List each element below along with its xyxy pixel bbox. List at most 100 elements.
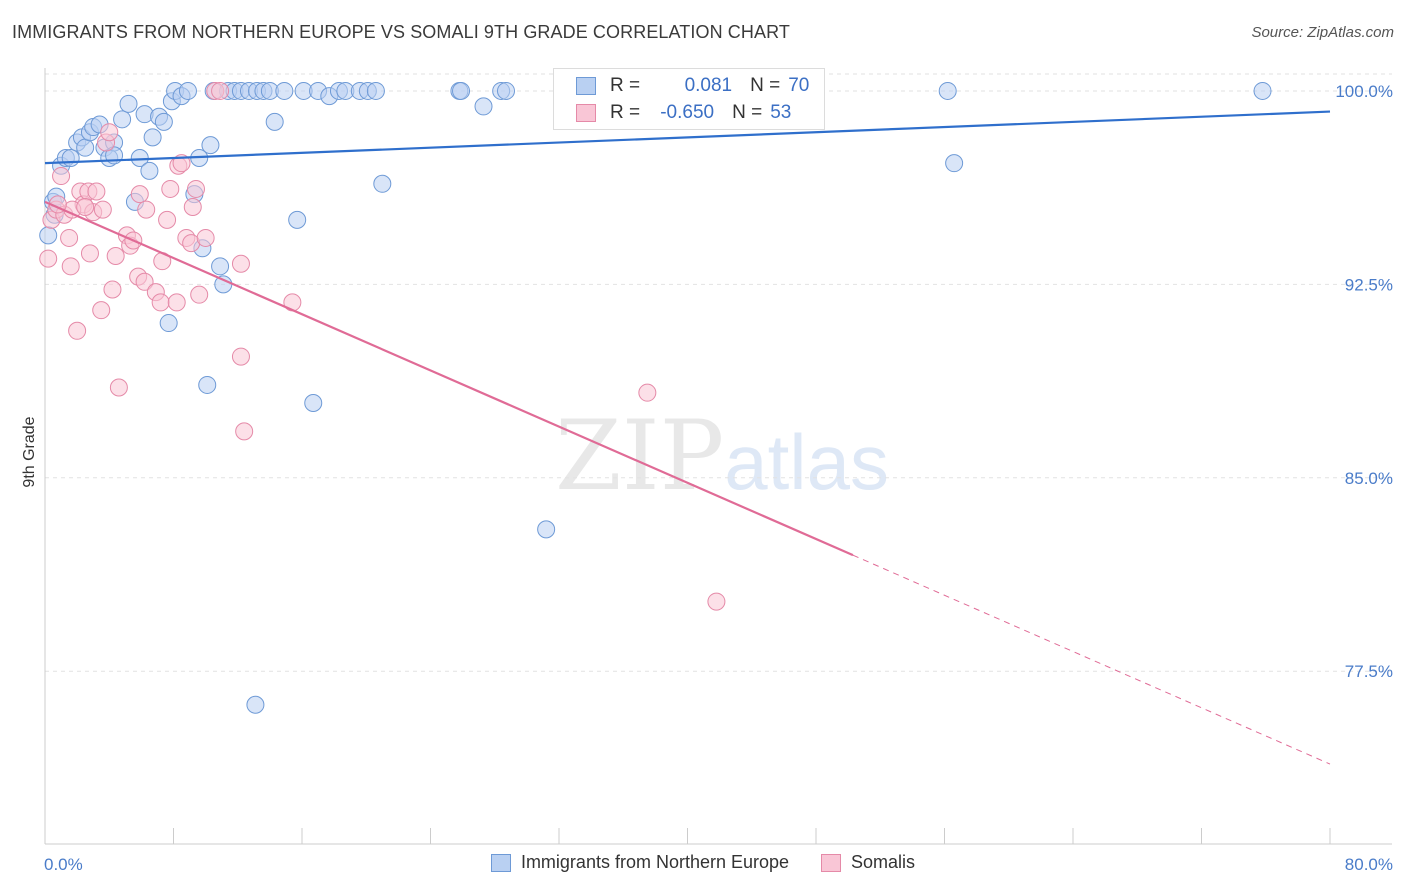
legend-swatch-blue	[490, 853, 511, 872]
point-northern-europe	[366, 81, 385, 100]
point-northern-europe	[201, 136, 220, 155]
point-somalis	[76, 198, 95, 216]
point-northern-europe	[211, 257, 230, 276]
point-northern-europe	[1253, 81, 1272, 100]
point-northern-europe	[537, 520, 556, 539]
data-points	[39, 81, 1272, 714]
legend-r-value: 0.081	[684, 75, 733, 96]
point-somalis	[167, 293, 186, 312]
chart-title: IMMIGRANTS FROM NORTHERN EUROPE VS SOMAL…	[12, 22, 790, 42]
point-northern-europe	[265, 112, 284, 131]
point-somalis	[93, 200, 112, 219]
point-northern-europe	[198, 375, 217, 394]
point-northern-europe	[275, 81, 294, 100]
point-northern-europe	[304, 394, 323, 412]
series-legend: Immigrants from Northern Europe Somalis	[0, 852, 1406, 873]
y-tick-label: 77.5%	[1345, 662, 1393, 681]
point-somalis	[638, 383, 657, 402]
trend-lines	[44, 110, 1331, 765]
point-somalis	[235, 422, 254, 441]
legend-swatch-pink	[821, 853, 842, 872]
point-somalis	[137, 200, 156, 219]
point-somalis	[39, 249, 58, 268]
point-somalis	[92, 301, 111, 320]
point-northern-europe	[288, 210, 307, 229]
point-northern-europe	[113, 110, 132, 129]
point-somalis	[61, 257, 80, 276]
watermark: ZIPatlas	[555, 400, 889, 512]
point-somalis	[87, 182, 106, 201]
point-northern-europe	[119, 94, 138, 113]
legend-n-label: N =	[732, 102, 763, 123]
point-northern-europe	[61, 149, 80, 167]
point-somalis	[161, 179, 180, 198]
point-northern-europe	[76, 138, 95, 157]
gridlines	[45, 73, 1392, 672]
x-tick-label: 0.0%	[44, 855, 83, 874]
point-northern-europe	[140, 161, 159, 180]
legend-swatch-blue	[576, 77, 596, 95]
series-legend-label: Immigrants from Northern Europe	[520, 852, 790, 872]
point-northern-europe	[496, 81, 515, 100]
legend-n-label: N =	[750, 75, 781, 96]
trend-line-somalis	[44, 200, 854, 557]
point-northern-europe	[178, 81, 197, 100]
point-somalis	[158, 210, 177, 229]
point-somalis	[109, 378, 128, 397]
point-northern-europe	[373, 174, 392, 193]
point-northern-europe	[246, 695, 265, 714]
legend-n-value: 70	[788, 75, 810, 96]
correlation-legend: R = 0.081 N = 70 R = -0.650 N = 53	[553, 68, 825, 130]
watermark-atlas: atlas	[724, 418, 889, 506]
point-somalis	[190, 285, 209, 304]
legend-row-blue: R = 0.081 N = 70	[576, 73, 809, 99]
y-tick-label: 100.0%	[1335, 82, 1393, 101]
point-northern-europe	[474, 97, 493, 116]
point-somalis	[130, 185, 149, 204]
point-somalis	[100, 123, 119, 142]
point-somalis	[80, 244, 99, 263]
point-somalis	[186, 179, 205, 198]
series-legend-item-somalis[interactable]: Somalis	[821, 852, 915, 873]
point-northern-europe	[143, 128, 162, 147]
point-somalis	[183, 198, 202, 216]
source-credit: Source: ZipAtlas.com	[1251, 24, 1394, 41]
y-tick-label: 92.5%	[1345, 275, 1393, 294]
point-northern-europe	[39, 226, 58, 245]
point-northern-europe	[159, 314, 178, 333]
point-somalis	[52, 167, 71, 186]
point-northern-europe	[154, 112, 173, 131]
point-somalis	[151, 293, 170, 312]
watermark-zip: ZIP	[555, 400, 725, 512]
legend-row-pink: R = -0.650 N = 53	[576, 100, 791, 126]
axes	[44, 68, 1392, 845]
point-somalis	[106, 247, 125, 265]
point-somalis	[103, 280, 122, 299]
point-northern-europe	[938, 81, 957, 100]
tick-labels: 100.0% 92.5% 85.0% 77.5% 0.0% 80.0%	[44, 82, 1393, 874]
x-tick-label: 80.0%	[1345, 855, 1393, 874]
legend-r-label: R =	[610, 102, 641, 123]
legend-n-value: 53	[770, 102, 792, 123]
series-legend-label: Somalis	[851, 852, 916, 872]
point-somalis	[231, 347, 250, 366]
legend-swatch-pink	[576, 104, 596, 122]
legend-r-value: -0.650	[660, 102, 715, 123]
point-somalis	[231, 254, 250, 273]
legend-r-label: R =	[610, 75, 641, 96]
point-northern-europe	[214, 275, 233, 294]
point-somalis	[135, 272, 154, 291]
point-somalis	[707, 592, 726, 611]
point-somalis	[68, 321, 87, 340]
y-tick-label: 85.0%	[1345, 469, 1393, 488]
point-northern-europe	[945, 154, 964, 173]
y-axis-title: 9th Grade	[21, 416, 38, 487]
series-legend-item-northern-europe[interactable]: Immigrants from Northern Europe	[490, 852, 790, 873]
trend-line-northern-europe	[44, 110, 1331, 165]
trend-line-somalis-extrapolated	[852, 554, 1331, 765]
point-somalis	[60, 228, 79, 247]
point-somalis	[196, 228, 215, 247]
point-somalis	[211, 81, 230, 100]
point-northern-europe	[452, 81, 471, 100]
